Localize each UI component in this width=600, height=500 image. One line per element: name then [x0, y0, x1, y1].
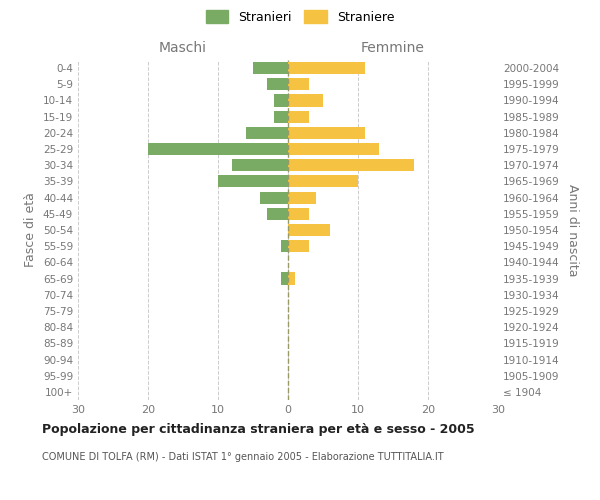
Bar — [288, 143, 379, 155]
Bar — [288, 272, 295, 284]
Bar — [267, 78, 288, 90]
Bar — [288, 240, 309, 252]
Bar — [274, 94, 288, 106]
Y-axis label: Fasce di età: Fasce di età — [25, 192, 37, 268]
Text: Popolazione per cittadinanza straniera per età e sesso - 2005: Popolazione per cittadinanza straniera p… — [42, 422, 475, 436]
Bar — [274, 110, 288, 122]
Legend: Stranieri, Straniere: Stranieri, Straniere — [202, 6, 398, 28]
Bar — [218, 176, 288, 188]
Bar — [246, 127, 288, 139]
Bar — [288, 192, 316, 203]
Bar — [288, 94, 323, 106]
Text: Femmine: Femmine — [361, 41, 425, 55]
Bar — [288, 224, 330, 236]
Bar — [288, 208, 309, 220]
Bar — [288, 110, 309, 122]
Bar — [232, 159, 288, 172]
Bar — [288, 159, 414, 172]
Bar — [288, 127, 365, 139]
Text: COMUNE DI TOLFA (RM) - Dati ISTAT 1° gennaio 2005 - Elaborazione TUTTITALIA.IT: COMUNE DI TOLFA (RM) - Dati ISTAT 1° gen… — [42, 452, 443, 462]
Bar — [260, 192, 288, 203]
Bar — [281, 240, 288, 252]
Bar — [281, 272, 288, 284]
Bar — [288, 78, 309, 90]
Y-axis label: Anni di nascita: Anni di nascita — [566, 184, 579, 276]
Bar — [267, 208, 288, 220]
Bar — [253, 62, 288, 74]
Bar — [288, 62, 365, 74]
Bar — [148, 143, 288, 155]
Text: Maschi: Maschi — [159, 41, 207, 55]
Bar — [288, 176, 358, 188]
